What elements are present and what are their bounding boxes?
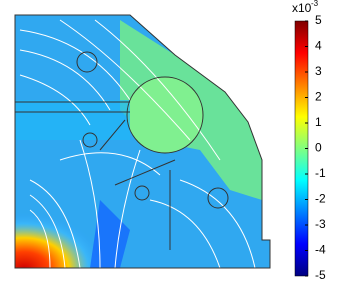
colorbar-multiplier: x10 [292, 1, 312, 15]
geometry-line [15, 101, 176, 250]
colorbar-tick-label: 4 [315, 39, 322, 53]
geometry-outline [14, 14, 271, 269]
colorbar-tick-label: -1 [315, 166, 326, 180]
colorbar-tick-label: 0 [315, 141, 322, 155]
colorbar-exponent: -3 [311, 0, 319, 8]
hole [134, 185, 150, 201]
colorbar-tick-label: 2 [315, 90, 322, 104]
colorbar-tick-label: 5 [315, 13, 322, 27]
field [15, 15, 270, 268]
colorbar-tick-label: -2 [315, 192, 326, 206]
hole [76, 51, 98, 73]
rotor [126, 76, 204, 154]
hole [82, 132, 98, 148]
colorbar-tick-label: -5 [315, 268, 326, 282]
colorbar-tick-label: -3 [315, 217, 326, 231]
colorbar-tick-label: -4 [315, 243, 326, 257]
colorbar-tick-label: 3 [315, 64, 322, 78]
colorbar-tick-label: 1 [315, 115, 322, 129]
hole [207, 187, 229, 209]
